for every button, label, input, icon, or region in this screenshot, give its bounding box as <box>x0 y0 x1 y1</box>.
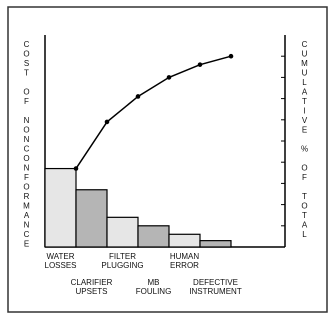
cumulative-point <box>228 53 234 59</box>
x-tick-label: WATER LOSSES <box>44 252 77 270</box>
x-tick-label: HUMAN ERROR <box>169 252 200 270</box>
x-tick-label: MB FOULING <box>135 278 172 296</box>
bar <box>44 167 77 248</box>
bar <box>168 233 201 248</box>
frame <box>7 6 328 313</box>
x-tick-label: FILTER PLUGGING <box>101 252 144 270</box>
cumulative-point <box>135 94 141 99</box>
bar <box>199 240 232 248</box>
cumulative-point <box>73 166 79 171</box>
y2-axis-label: CUMULATIVE % OF TOTAL <box>300 40 309 240</box>
cumulative-point <box>197 62 203 67</box>
x-tick-label: CLARIFIER UPSETS <box>70 278 113 296</box>
cumulative-point <box>166 75 172 80</box>
bar <box>75 189 108 248</box>
bar <box>106 216 139 248</box>
y-axis-label: COST OF NONCONFORMANCE <box>22 40 31 249</box>
cumulative-line <box>75 55 232 169</box>
x-tick-label: DEFECTIVE INSTRUMENT <box>189 278 242 296</box>
cumulative-point <box>104 119 110 125</box>
bar <box>137 225 170 248</box>
